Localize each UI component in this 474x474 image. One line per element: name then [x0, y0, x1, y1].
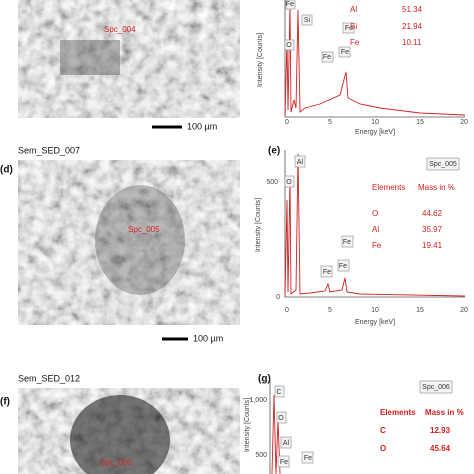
- peak-label: C: [276, 389, 281, 396]
- element: Fe: [350, 38, 360, 47]
- peak-box: [301, 14, 313, 26]
- peak-box: [337, 259, 350, 272]
- spectrum: [284, 4, 466, 117]
- x-tick-label: 0: [285, 307, 289, 314]
- element: Si: [350, 22, 357, 31]
- spot-label: Spc_004: [104, 25, 136, 34]
- peak-label: Si: [304, 17, 311, 24]
- spot-label: Spc_006: [100, 458, 132, 467]
- x-tick-label: 15: [416, 119, 424, 126]
- y-tick-label: 500: [255, 452, 267, 459]
- spot-label: Spc_005: [128, 225, 160, 234]
- peak-box: [294, 155, 306, 168]
- peak-box: [342, 22, 355, 34]
- peak-label: Al: [297, 159, 304, 166]
- peak-box: [284, 175, 295, 188]
- peak-box: [274, 385, 285, 398]
- panel-label: (e): [268, 146, 280, 157]
- peak-box: [285, 0, 296, 10]
- peak-label: Fe: [286, 1, 294, 8]
- axis: [284, 0, 465, 118]
- spectrum: [271, 394, 281, 474]
- mass: 51.34: [402, 5, 423, 14]
- sem-feature: [70, 395, 170, 474]
- mass: 45.64: [430, 444, 451, 453]
- panel-label: (d): [0, 165, 13, 176]
- peak-label: Fe: [343, 239, 351, 246]
- element: C: [380, 426, 386, 435]
- peak-label: Fe: [323, 269, 331, 276]
- spectrum: [284, 153, 466, 297]
- peak-box: [280, 436, 292, 449]
- mass: 35.97: [422, 225, 443, 234]
- element: Al: [350, 5, 357, 14]
- x-tick-label: 0: [285, 119, 289, 126]
- x-tick-label: 10: [371, 307, 379, 314]
- y-tick-label: 500: [266, 179, 278, 186]
- peak-box: [341, 235, 354, 248]
- x-tick-label: 5: [328, 119, 332, 126]
- x-tick-label: 5: [328, 307, 332, 314]
- peak-box: [301, 451, 314, 464]
- tag-box: [419, 380, 453, 394]
- sem-feature: [95, 185, 185, 295]
- y-axis-label: Intensity [Counts]: [255, 198, 262, 252]
- sem-title: Sem_SED_012: [18, 373, 80, 383]
- x-axis-label: Energy [keV]: [355, 129, 395, 136]
- peak-box: [277, 455, 290, 468]
- sem-title: Sem_SED_007: [18, 145, 80, 155]
- element: O: [380, 444, 386, 453]
- peak-label: Fe: [339, 263, 347, 270]
- panel-label: (g): [258, 374, 271, 385]
- peak-label: O: [278, 415, 284, 422]
- y-tick-label: 1,000: [249, 397, 267, 404]
- mass: 12.93: [430, 426, 451, 435]
- peak-box: [321, 51, 334, 63]
- peak-label: O: [286, 179, 292, 186]
- y-tick-label: 0: [276, 294, 280, 301]
- peak-label: Fe: [341, 49, 349, 56]
- peak-label: O: [286, 42, 292, 49]
- mass: 19.41: [422, 241, 443, 250]
- x-tick-label: 20: [460, 119, 468, 126]
- mass: 21.94: [402, 22, 423, 31]
- y-axis-label: Intensity [Counts]: [257, 33, 264, 87]
- x-tick-label: 10: [371, 119, 379, 126]
- scale-label: 100 µm: [187, 121, 217, 131]
- element: O: [372, 209, 378, 218]
- peak-box: [284, 39, 295, 51]
- sem-image: [18, 0, 240, 118]
- peak-label: Fe: [304, 455, 312, 462]
- tag-box: [426, 157, 460, 171]
- peak-label: Al: [283, 440, 290, 447]
- x-tick-label: 20: [460, 307, 468, 314]
- peak-label: Fe: [345, 25, 353, 32]
- element: Al: [372, 225, 379, 234]
- x-tick-label: 15: [416, 307, 424, 314]
- sem-feature: [60, 40, 120, 75]
- peak-box: [276, 411, 287, 424]
- sem-image: [18, 160, 240, 325]
- peak-label: Fe: [323, 54, 331, 61]
- axis: [284, 150, 465, 298]
- panel-label: (f): [0, 397, 10, 408]
- peak-box: [338, 46, 351, 58]
- spectrum-tag: Spc_006: [422, 384, 450, 391]
- x-axis-label: Energy [keV]: [355, 319, 395, 326]
- table-header: Mass in %: [425, 408, 464, 417]
- scale-label: 100 µm: [193, 333, 223, 343]
- table-header: Mass in %: [418, 183, 455, 192]
- y-axis-label: Intensity [Counts]: [244, 398, 251, 452]
- peak-box: [320, 265, 333, 278]
- table-header: Elements: [372, 183, 405, 192]
- element: Fe: [372, 241, 382, 250]
- table-header: Elements: [380, 408, 416, 417]
- spectrum-tag: Spc_005: [429, 161, 457, 168]
- mass: 10.11: [402, 38, 422, 47]
- mass: 44.62: [422, 209, 443, 218]
- peak-label: Fe: [280, 459, 288, 466]
